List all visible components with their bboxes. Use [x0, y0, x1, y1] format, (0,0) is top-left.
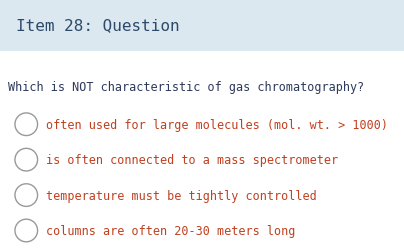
FancyBboxPatch shape [0, 0, 404, 52]
Text: Which is NOT characteristic of gas chromatography?: Which is NOT characteristic of gas chrom… [8, 80, 364, 93]
Text: is often connected to a mass spectrometer: is often connected to a mass spectromete… [46, 153, 339, 167]
Text: temperature must be tightly controlled: temperature must be tightly controlled [46, 189, 317, 202]
Text: often used for large molecules (mol. wt. > 1000): often used for large molecules (mol. wt.… [46, 118, 389, 131]
Text: columns are often 20-30 meters long: columns are often 20-30 meters long [46, 224, 296, 237]
Text: Item 28: Question: Item 28: Question [16, 18, 180, 33]
